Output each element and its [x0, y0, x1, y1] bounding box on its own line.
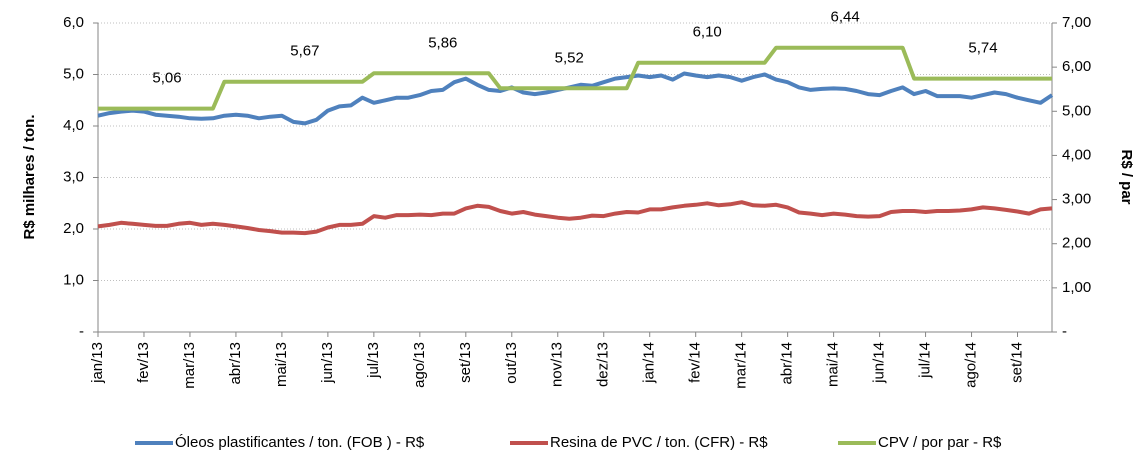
- y-tick-label: 6,0: [63, 14, 84, 31]
- y2-tick-label: 1,00: [1062, 279, 1091, 296]
- x-tick-label: mai/13: [273, 342, 290, 387]
- x-tick-label: set/14: [1008, 342, 1025, 383]
- y-tick-label: 2,0: [63, 220, 84, 237]
- x-tick-label: dez/13: [595, 342, 612, 387]
- series-line: [97, 200, 1053, 236]
- data-label: 6,10: [693, 24, 722, 41]
- legend-label: Resina de PVC / ton. (CFR) - R$: [550, 434, 768, 451]
- y-tick-label: 5,0: [63, 65, 84, 82]
- x-tick-label: jul/13: [365, 342, 382, 379]
- series-line: [97, 71, 1054, 126]
- legend-label: CPV / por par - R$: [878, 434, 1002, 451]
- y-axis-title: R$ milhares / ton.: [21, 114, 38, 239]
- x-tick-label: jan/13: [89, 342, 106, 384]
- x-tick-label: jun/13: [319, 342, 336, 384]
- x-tick-label: abr/14: [779, 342, 796, 385]
- data-label: 5,06: [152, 70, 181, 87]
- x-tick-label: out/13: [503, 342, 520, 384]
- data-label: 6,44: [831, 9, 860, 26]
- x-tick-label: mar/14: [733, 342, 750, 389]
- y2-tick-label: 3,00: [1062, 191, 1091, 208]
- data-label: 5,52: [555, 49, 584, 66]
- data-label: 5,74: [968, 40, 997, 57]
- series-line: [98, 45, 1052, 111]
- y-tick-label: 1,0: [63, 271, 84, 288]
- x-tick-label: set/13: [457, 342, 474, 383]
- y-tick-label: -: [79, 323, 84, 340]
- x-tick-label: fev/13: [135, 342, 152, 383]
- y-tick-label: 4,0: [63, 117, 84, 134]
- data-label: 5,67: [290, 43, 319, 60]
- x-tick-label: ago/14: [963, 342, 980, 388]
- x-tick-label: mar/13: [181, 342, 198, 389]
- x-tick-label: mai/14: [825, 342, 842, 387]
- y2-axis-title: R$ / par: [1118, 149, 1135, 204]
- x-tick-label: jun/14: [871, 342, 888, 384]
- y-tick-label: 3,0: [63, 168, 84, 185]
- y2-tick-label: 5,00: [1062, 102, 1091, 119]
- data-label: 5,86: [428, 34, 457, 51]
- x-tick-label: jul/14: [917, 342, 934, 379]
- x-tick-label: nov/13: [549, 342, 566, 387]
- y2-tick-label: 6,00: [1062, 58, 1091, 75]
- y2-tick-label: 7,00: [1062, 14, 1091, 31]
- y2-tick-label: 4,00: [1062, 146, 1091, 163]
- x-tick-label: abr/13: [227, 342, 244, 385]
- x-tick-label: jan/14: [641, 342, 658, 384]
- legend-label: Óleos plastificantes / ton. (FOB ) - R$: [175, 434, 425, 451]
- x-tick-label: fev/14: [687, 342, 704, 383]
- y2-tick-label: -: [1062, 323, 1067, 340]
- y2-tick-label: 2,00: [1062, 235, 1091, 252]
- x-tick-label: ago/13: [411, 342, 428, 388]
